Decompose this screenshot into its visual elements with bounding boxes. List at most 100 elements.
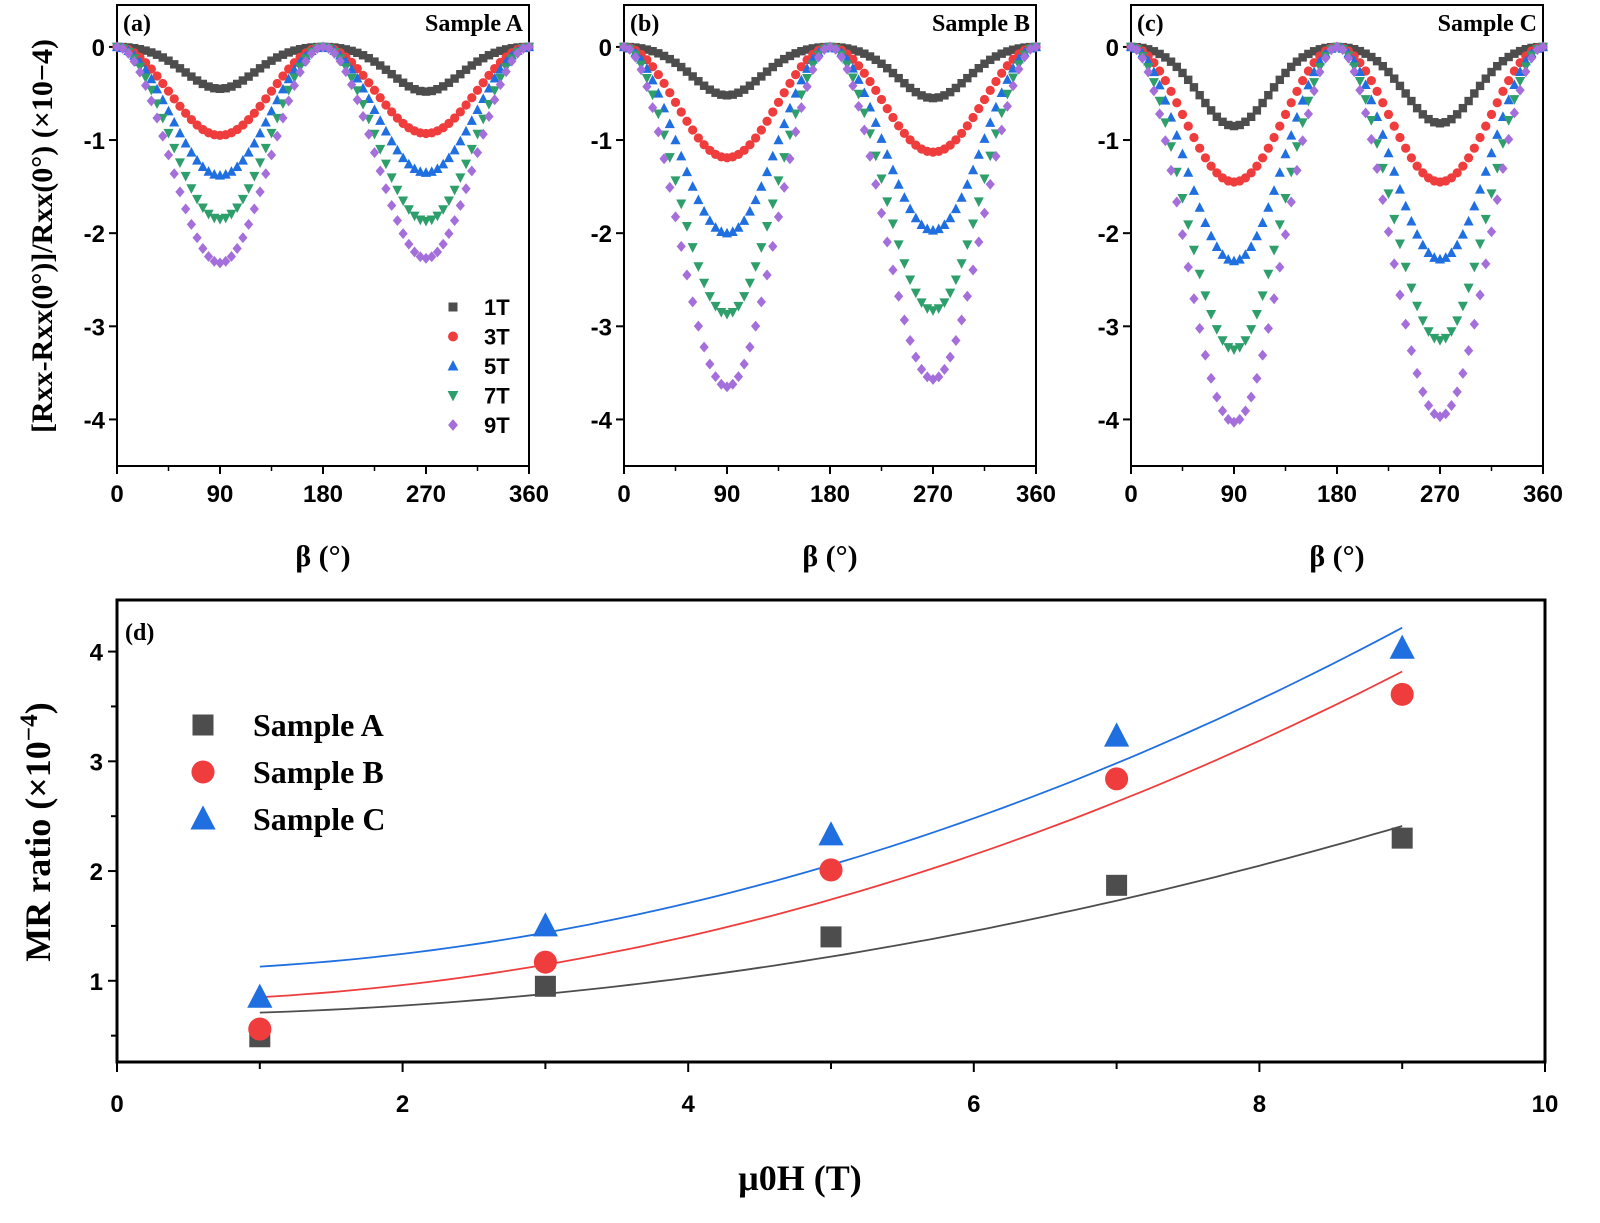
data-point xyxy=(118,43,128,55)
data-point xyxy=(1401,89,1410,98)
data-point xyxy=(687,243,698,253)
data-point xyxy=(893,179,904,189)
data-point xyxy=(871,55,880,65)
data-point xyxy=(1492,194,1502,206)
y-tick-label: -2 xyxy=(84,221,105,248)
data-point xyxy=(1486,226,1497,238)
data-point xyxy=(694,77,703,86)
data-point xyxy=(455,173,466,183)
data-point xyxy=(842,44,852,53)
data-point xyxy=(1515,77,1526,87)
data-point xyxy=(432,246,443,258)
data-point xyxy=(916,219,927,230)
data-point xyxy=(197,203,208,214)
data-point xyxy=(917,91,926,100)
fit-line xyxy=(259,670,1403,999)
data-point xyxy=(859,124,869,136)
data-point xyxy=(266,149,277,161)
data-point xyxy=(1014,44,1024,53)
data-point xyxy=(261,94,271,104)
data-point xyxy=(779,88,789,98)
data-point xyxy=(490,48,499,58)
data-point xyxy=(997,49,1006,58)
data-point xyxy=(1188,245,1199,256)
data-point xyxy=(1189,132,1199,143)
data-point xyxy=(232,203,243,214)
data-point xyxy=(272,113,283,124)
data-point xyxy=(1504,133,1514,145)
data-point xyxy=(991,76,1001,87)
data-point xyxy=(1166,142,1177,152)
data-point xyxy=(1394,239,1405,250)
data-point xyxy=(1441,118,1450,127)
data-point xyxy=(1263,322,1273,334)
data-point xyxy=(963,73,972,83)
data-point xyxy=(146,95,156,107)
data-point xyxy=(1360,107,1371,119)
data-point xyxy=(962,179,973,189)
legend: 1T 3T 5T 7T 9T xyxy=(447,295,510,438)
data-point xyxy=(745,140,755,150)
data-point xyxy=(865,52,875,61)
x-tick-label: 2 xyxy=(396,1091,409,1118)
data-point xyxy=(1315,45,1325,54)
data-point xyxy=(410,85,419,94)
data-point xyxy=(1475,81,1485,91)
data-point xyxy=(438,82,448,91)
data-point xyxy=(721,309,733,320)
data-point xyxy=(710,371,721,383)
data-point xyxy=(472,104,483,114)
data-point xyxy=(905,203,916,214)
data-point xyxy=(1435,119,1445,128)
data-point xyxy=(123,47,134,59)
data-point xyxy=(1002,89,1013,100)
fit-line xyxy=(259,825,1403,1014)
data-point xyxy=(1470,89,1479,98)
data-point xyxy=(387,69,396,79)
data-point xyxy=(1509,79,1520,90)
data-point xyxy=(779,118,790,129)
data-point xyxy=(882,197,893,208)
data-point xyxy=(484,51,494,60)
data-point xyxy=(945,288,956,299)
data-point xyxy=(831,43,841,55)
data-point xyxy=(141,46,150,55)
data-point xyxy=(1354,66,1365,76)
data-point xyxy=(1446,400,1457,411)
data-point xyxy=(710,222,721,232)
data-point xyxy=(1223,413,1233,425)
data-point xyxy=(1154,108,1165,120)
data-point xyxy=(403,205,414,215)
data-point xyxy=(192,76,202,85)
data-point xyxy=(1412,367,1422,379)
data-point xyxy=(226,209,237,220)
y-tick-label: 2 xyxy=(90,859,103,886)
data-point xyxy=(785,153,795,165)
x-tick-label: 360 xyxy=(1523,481,1563,508)
data-point xyxy=(1434,336,1446,346)
data-point xyxy=(364,78,374,88)
data-point xyxy=(1166,86,1176,96)
data-point xyxy=(409,163,420,174)
data-point xyxy=(496,46,505,56)
data-point xyxy=(682,116,692,126)
data-point xyxy=(1241,117,1250,127)
data-point xyxy=(1458,161,1468,171)
data-point xyxy=(358,82,369,93)
data-point xyxy=(1025,43,1035,55)
data-point xyxy=(757,72,766,81)
data-point xyxy=(1384,67,1393,77)
data-point xyxy=(1407,96,1416,106)
data-point xyxy=(369,147,380,159)
data-point xyxy=(432,211,443,222)
data-point xyxy=(1457,301,1468,312)
data-point xyxy=(163,86,174,96)
panel-label: (a) xyxy=(123,11,151,37)
data-point xyxy=(1177,194,1188,204)
data-point xyxy=(181,108,191,118)
data-point xyxy=(1106,874,1128,896)
data-point xyxy=(968,112,978,123)
data-point xyxy=(232,79,242,89)
data-point xyxy=(1423,400,1434,411)
data-point xyxy=(1211,325,1222,335)
